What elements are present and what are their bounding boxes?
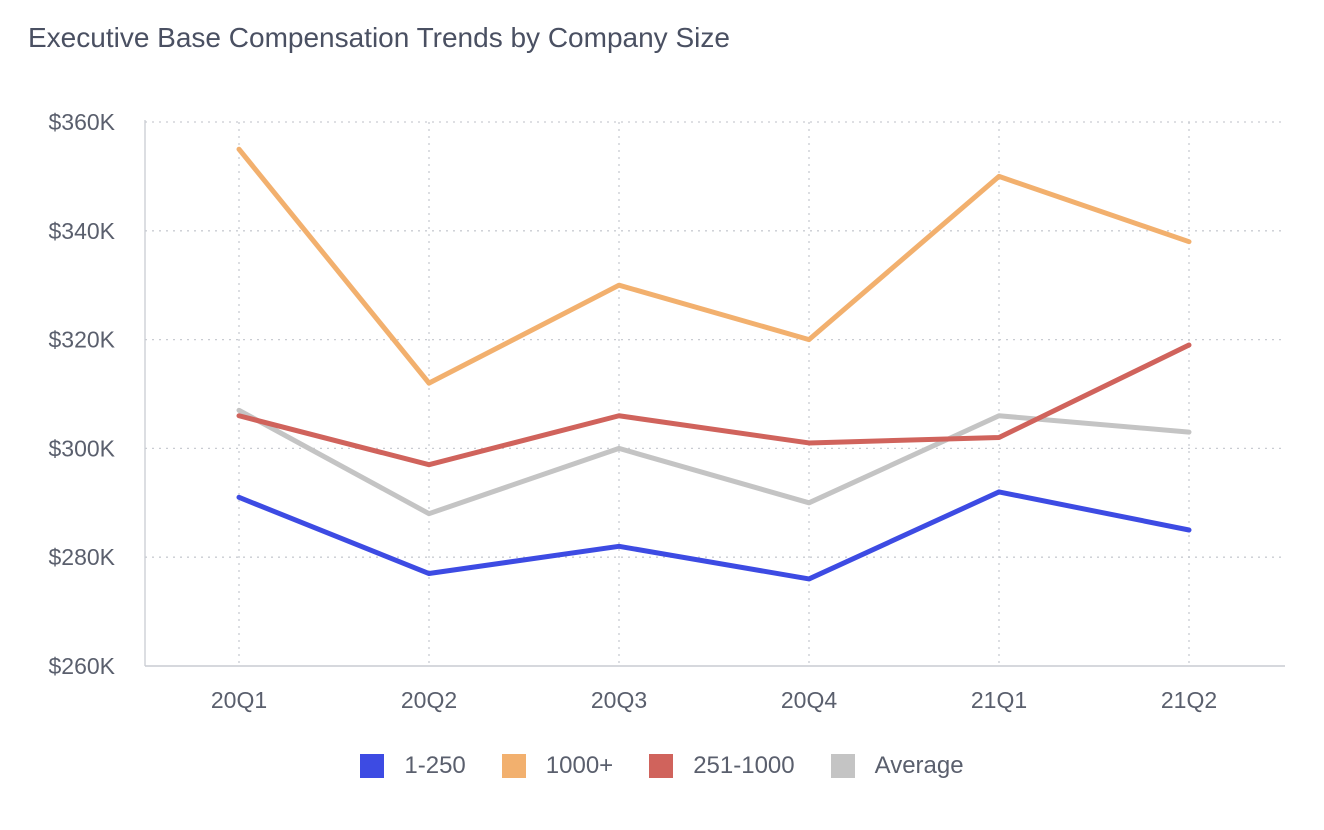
x-tick-label: 20Q1 bbox=[211, 687, 267, 713]
legend-swatch bbox=[360, 754, 385, 778]
x-tick-label: 21Q2 bbox=[1161, 687, 1217, 713]
legend-item[interactable]: 1000+ bbox=[501, 752, 614, 780]
series-line-average bbox=[236, 407, 1192, 517]
chart-legend: 1-250 1000+ 251-1000 Average bbox=[0, 752, 1324, 780]
y-tick-label: $360K bbox=[48, 109, 115, 135]
legend-item[interactable]: Average bbox=[830, 752, 964, 780]
legend-label: 1000+ bbox=[545, 752, 614, 779]
series-line-251-1000 bbox=[236, 342, 1192, 468]
chart-title: Executive Base Compensation Trends by Co… bbox=[28, 22, 730, 53]
x-tick-label: 20Q4 bbox=[781, 687, 837, 713]
y-tick-label: $260K bbox=[48, 653, 115, 679]
series-line-1-250 bbox=[236, 489, 1192, 582]
legend-item[interactable]: 251-1000 bbox=[649, 752, 795, 780]
y-tick-label: $280K bbox=[48, 544, 115, 570]
legend-swatch bbox=[830, 754, 855, 778]
legend-label: 251-1000 bbox=[693, 752, 795, 779]
x-tick-label: 20Q3 bbox=[591, 687, 647, 713]
y-tick-label: $300K bbox=[48, 435, 115, 461]
legend-label: Average bbox=[874, 752, 964, 779]
y-tick-label: $340K bbox=[48, 218, 115, 244]
y-tick-label: $320K bbox=[48, 327, 115, 353]
x-tick-label: 21Q1 bbox=[971, 687, 1027, 713]
x-tick-label: 20Q2 bbox=[401, 687, 457, 713]
legend-swatch bbox=[501, 754, 526, 778]
legend-label: 1-250 bbox=[404, 752, 466, 779]
legend-item[interactable]: 1-250 bbox=[360, 752, 466, 780]
series-line-1000- bbox=[236, 146, 1192, 386]
legend-swatch bbox=[649, 754, 674, 778]
